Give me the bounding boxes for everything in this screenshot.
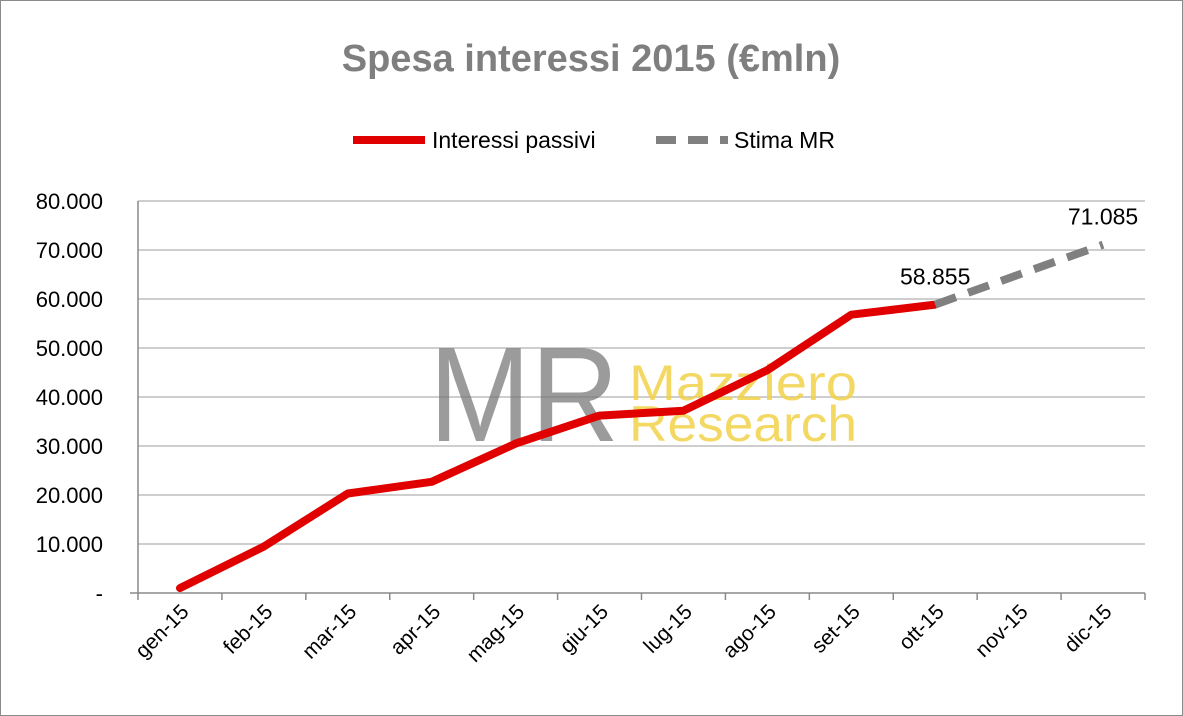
y-tick-label: 50.000 bbox=[36, 336, 103, 361]
y-tick-label: 70.000 bbox=[36, 238, 103, 263]
data-label: 71.085 bbox=[1068, 204, 1138, 230]
series-line-stima-mr bbox=[933, 240, 1105, 309]
x-tick-label: set-15 bbox=[807, 600, 865, 658]
y-tick-label: 20.000 bbox=[36, 483, 103, 508]
watermark-line2: Research bbox=[629, 396, 857, 452]
x-tick-label: giu-15 bbox=[556, 600, 614, 658]
chart-title: Spesa interessi 2015 (€mln) bbox=[342, 38, 840, 80]
data-labels: 58.855 71.085 bbox=[900, 204, 1138, 290]
gridlines bbox=[138, 200, 1145, 545]
x-tick-label: dic-15 bbox=[1060, 600, 1117, 657]
series bbox=[176, 240, 1105, 593]
x-tick-label: ott-15 bbox=[895, 600, 949, 654]
y-tick-label: - bbox=[96, 581, 103, 606]
axes bbox=[130, 201, 1146, 600]
y-tick-label: 60.000 bbox=[36, 287, 103, 312]
series-line-interessi-passivi bbox=[176, 300, 940, 593]
y-tick-label: 80.000 bbox=[36, 189, 103, 214]
x-tick-label: gen-15 bbox=[131, 600, 194, 663]
x-tick-label: mag-15 bbox=[463, 600, 530, 667]
legend-label-stima-mr: Stima MR bbox=[734, 127, 835, 153]
data-label: 58.855 bbox=[900, 264, 970, 290]
x-tick-label: feb-15 bbox=[219, 600, 277, 658]
x-tick-label: apr-15 bbox=[386, 600, 445, 659]
x-axis-ticks: gen-15 feb-15 mar-15 apr-15 mag-15 giu-15 lug-… bbox=[131, 600, 1117, 667]
watermark-logo: MR bbox=[429, 319, 619, 470]
x-tick-label: mar-15 bbox=[298, 600, 361, 663]
y-tick-label: 10.000 bbox=[36, 532, 103, 557]
y-tick-label: 30.000 bbox=[36, 434, 103, 459]
x-tick-label: nov-15 bbox=[971, 600, 1033, 662]
legend: Interessi passivi Stima MR bbox=[353, 127, 835, 153]
x-tick-label: lug-15 bbox=[639, 600, 697, 658]
y-axis-ticks: - 10.000 20.000 30.000 40.000 50.000 60.000 70.… bbox=[36, 189, 103, 606]
y-tick-label: 40.000 bbox=[36, 385, 103, 410]
legend-label-interessi-passivi: Interessi passivi bbox=[432, 127, 596, 153]
x-tick-label: ago-15 bbox=[718, 600, 781, 663]
mazziero-research-watermark: MR Mazziero Research bbox=[429, 319, 857, 470]
